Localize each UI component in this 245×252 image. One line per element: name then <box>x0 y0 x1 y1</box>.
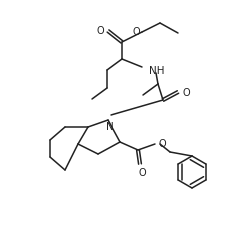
Text: O: O <box>138 167 146 177</box>
Text: O: O <box>132 27 140 37</box>
Text: O: O <box>182 88 190 98</box>
Text: O: O <box>96 26 104 36</box>
Text: N: N <box>106 121 114 132</box>
Text: NH: NH <box>149 66 164 76</box>
Text: O: O <box>158 138 166 148</box>
